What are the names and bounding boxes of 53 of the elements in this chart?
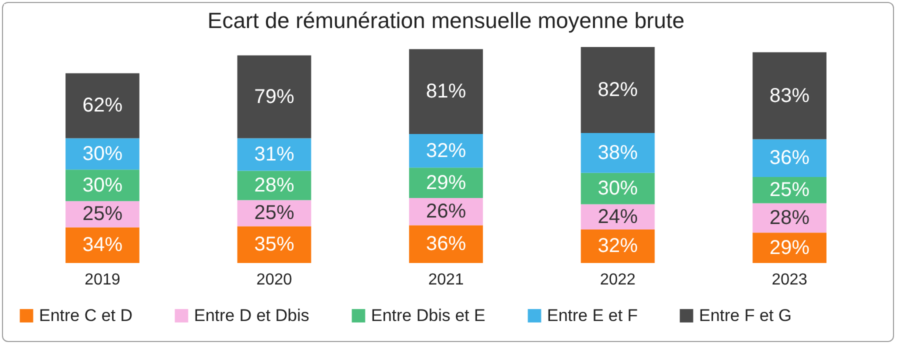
- data-label: 32%: [598, 235, 638, 258]
- data-label: 25%: [254, 202, 294, 224]
- legend-label: Entre E et F: [547, 306, 638, 325]
- data-label: 30%: [598, 178, 638, 200]
- bar: [580, 47, 655, 133]
- legend-label: Entre D et Dbis: [194, 306, 310, 325]
- legend-label: Entre F et G: [699, 306, 792, 325]
- data-label: 25%: [770, 179, 810, 202]
- data-label: 25%: [82, 203, 123, 226]
- data-label: 62%: [82, 94, 123, 117]
- data-label: 34%: [82, 234, 123, 256]
- data-label: 31%: [254, 143, 294, 166]
- bar: [237, 55, 312, 138]
- data-label: 82%: [598, 78, 638, 101]
- bar: [409, 225, 483, 263]
- data-label: 32%: [426, 140, 466, 162]
- data-label: 29%: [426, 172, 466, 194]
- data-label: 81%: [426, 80, 466, 103]
- bar: [237, 226, 312, 263]
- bar: [752, 52, 826, 140]
- x-tick-label: 2019: [84, 272, 120, 288]
- x-tick-label: 2022: [600, 272, 636, 288]
- x-tick-label: 2020: [256, 272, 292, 288]
- data-label: 36%: [426, 233, 466, 256]
- bar: [66, 73, 140, 138]
- x-tick-label: 2021: [428, 272, 464, 288]
- bar: [409, 168, 483, 198]
- data-label: 35%: [254, 234, 294, 256]
- data-label: 24%: [598, 206, 638, 228]
- bar: [66, 170, 140, 202]
- data-label: 26%: [426, 200, 466, 223]
- data-label: 36%: [770, 147, 810, 170]
- data-label: 29%: [770, 236, 810, 259]
- bar: [409, 134, 483, 168]
- data-label: 28%: [770, 206, 810, 229]
- data-label: 28%: [254, 174, 294, 196]
- legend-label: Entre C et D: [39, 306, 133, 325]
- bar: [580, 132, 655, 173]
- bar: [752, 232, 826, 263]
- data-label: 79%: [254, 86, 294, 108]
- legend-label: Entre Dbis et E: [371, 306, 486, 325]
- data-label: 30%: [82, 142, 123, 165]
- chart-title: Ecart de rémunération mensuelle moyenne brute: [208, 8, 684, 33]
- data-label: 38%: [598, 142, 638, 164]
- bar: [66, 138, 140, 170]
- bar: [409, 49, 483, 134]
- bar: [66, 227, 140, 263]
- bar: [580, 229, 655, 263]
- x-tick-label: 2023: [772, 272, 808, 288]
- bar: [752, 139, 826, 178]
- bar: [237, 138, 312, 171]
- data-label: 83%: [770, 84, 810, 107]
- data-label: 30%: [82, 174, 123, 196]
